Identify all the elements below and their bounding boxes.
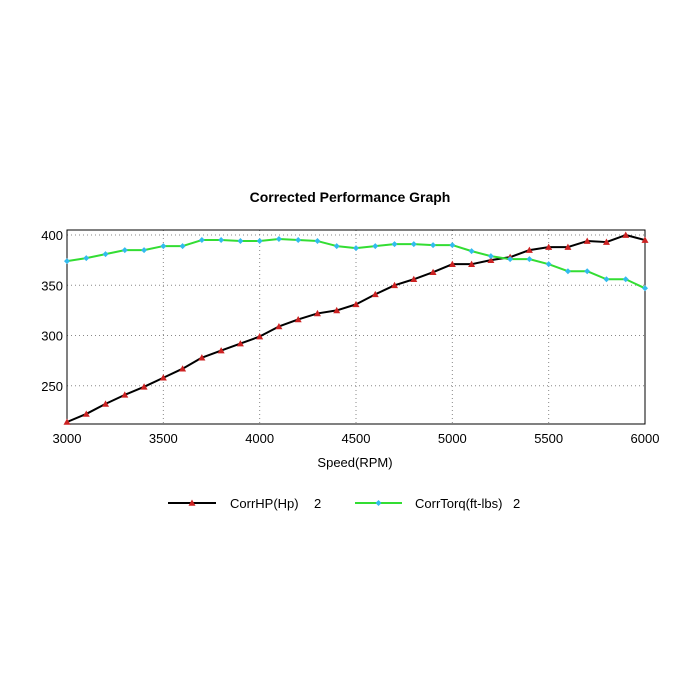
legend: CorrHP(Hp) 2 CorrTorq(ft-lbs) 2 [168, 496, 520, 511]
axis-ticks: 3000 3500 4000 4500 5000 5500 6000 250 300 350 400 [41, 228, 659, 446]
x-axis-label: Speed(RPM) [317, 455, 392, 470]
data-point [526, 256, 533, 263]
data-point [218, 237, 225, 244]
series-corrtorq [64, 236, 648, 292]
x-tick-label: 5500 [534, 431, 563, 446]
data-point [313, 309, 321, 317]
data-point [121, 391, 129, 398]
y-tick-label: 350 [41, 278, 63, 293]
grid [66, 230, 646, 424]
data-point [159, 374, 167, 381]
data-point [314, 238, 321, 245]
data-point [468, 260, 476, 267]
legend-item: CorrHP(Hp) 2 [168, 496, 321, 511]
data-point [545, 243, 553, 250]
data-point [642, 285, 648, 292]
data-point [256, 333, 264, 340]
data-point [121, 247, 128, 254]
data-point [603, 276, 610, 283]
x-tick-label: 3500 [149, 431, 178, 446]
data-point [622, 231, 630, 238]
data-point [583, 237, 591, 244]
data-point [333, 306, 341, 314]
data-point [102, 400, 110, 407]
x-tick-label: 6000 [631, 431, 660, 446]
series [63, 231, 649, 425]
x-tick-label: 4500 [342, 431, 371, 446]
data-point [198, 354, 206, 361]
data-point [391, 281, 399, 289]
data-point [641, 236, 649, 243]
legend-label: CorrHP(Hp) [230, 496, 299, 511]
data-point [294, 315, 302, 323]
data-point [140, 383, 148, 390]
data-point [487, 253, 494, 260]
x-tick-label: 4000 [245, 431, 274, 446]
data-point [468, 248, 475, 255]
data-point [429, 268, 437, 276]
data-point [391, 241, 398, 248]
data-point [141, 247, 148, 254]
data-point [275, 322, 283, 330]
data-point [352, 300, 360, 308]
legend-suffix: 2 [513, 496, 520, 511]
legend-label: CorrTorq(ft-lbs) [415, 496, 502, 511]
data-point [371, 290, 379, 298]
data-point [410, 275, 418, 283]
data-point [160, 243, 167, 250]
y-tick-label: 250 [41, 379, 63, 394]
data-point [198, 237, 205, 244]
data-point [487, 256, 495, 263]
data-point [275, 236, 282, 243]
data-point [295, 237, 302, 244]
data-point [353, 245, 359, 252]
legend-item: CorrTorq(ft-lbs) 2 [355, 496, 520, 511]
data-point [507, 256, 514, 263]
data-point [102, 251, 109, 258]
data-point [83, 255, 90, 262]
data-point [236, 340, 244, 347]
data-point [564, 268, 571, 275]
legend-suffix: 2 [314, 496, 321, 511]
legend-swatch-marker [188, 499, 196, 506]
legend-swatch-marker [375, 500, 382, 506]
x-tick-label: 5000 [438, 431, 467, 446]
y-tick-label: 300 [41, 329, 63, 344]
data-point [448, 260, 456, 267]
data-point [584, 268, 591, 275]
data-point [179, 365, 187, 372]
data-point [602, 238, 610, 245]
data-point [256, 238, 263, 245]
data-point [179, 243, 186, 250]
data-point [410, 241, 417, 248]
data-point [525, 246, 533, 253]
data-point [372, 243, 379, 250]
data-point [237, 238, 244, 245]
data-point [622, 276, 629, 283]
y-tick-label: 400 [41, 228, 63, 243]
data-point [564, 243, 572, 250]
data-point [430, 242, 437, 249]
data-point [333, 243, 340, 250]
series-corrhp [63, 231, 649, 425]
data-point [449, 242, 456, 249]
x-tick-label: 3000 [53, 431, 82, 446]
data-point [217, 347, 225, 354]
data-point [82, 410, 90, 417]
data-point [63, 418, 71, 425]
data-point [64, 258, 70, 265]
data-point [545, 261, 552, 268]
plot-frame [66, 229, 646, 425]
chart-title: Corrected Performance Graph [250, 189, 451, 205]
series-line [66, 234, 646, 423]
